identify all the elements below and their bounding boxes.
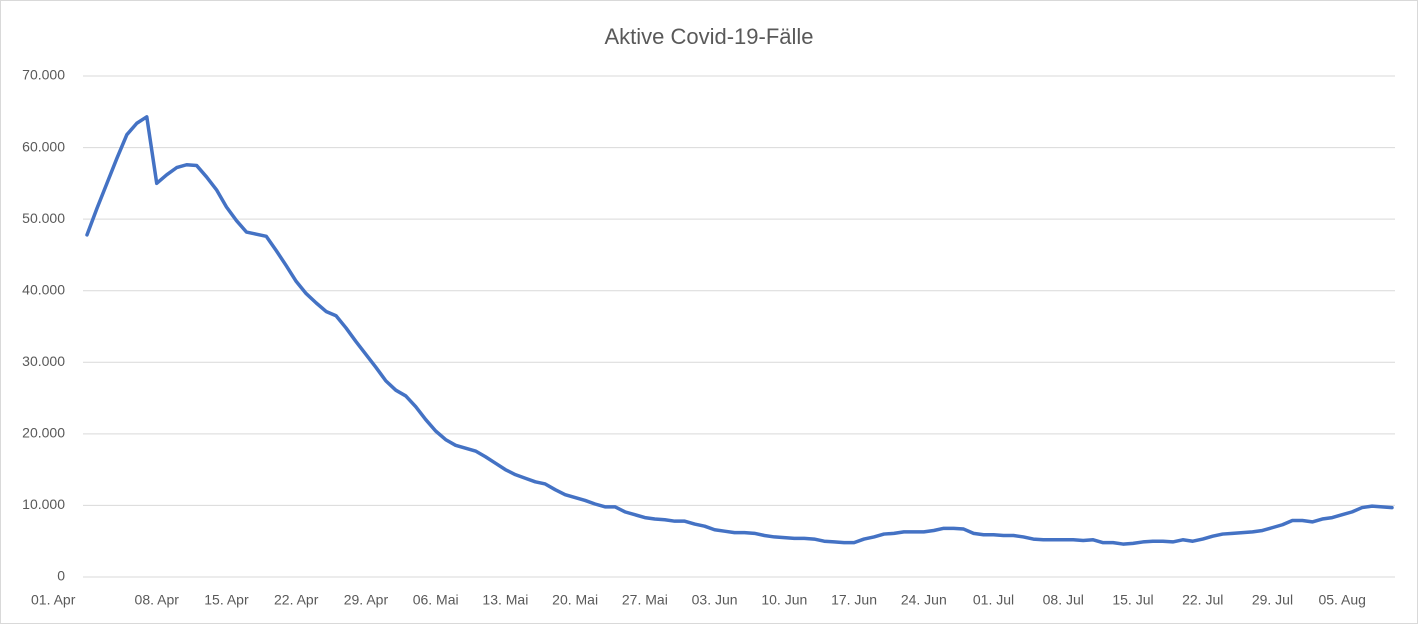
y-tick-label: 60.000 <box>22 138 65 154</box>
x-tick-label: 03. Jun <box>692 592 738 608</box>
chart-title: Aktive Covid-19-Fälle <box>604 24 813 49</box>
x-tick-label: 08. Apr <box>135 592 180 608</box>
x-tick-label: 24. Jun <box>901 592 947 608</box>
x-tick-label: 22. Apr <box>274 592 319 608</box>
y-tick-label: 40.000 <box>22 281 65 297</box>
y-tick-label: 30.000 <box>22 353 65 369</box>
x-tick-label: 01. Apr <box>31 592 76 608</box>
y-tick-label: 0 <box>57 568 65 584</box>
x-tick-label: 08. Jul <box>1043 592 1084 608</box>
x-tick-label: 27. Mai <box>622 592 668 608</box>
y-tick-label: 50.000 <box>22 210 65 226</box>
x-tick-label: 06. Mai <box>413 592 459 608</box>
x-tick-label: 15. Apr <box>204 592 249 608</box>
x-tick-label: 29. Apr <box>344 592 389 608</box>
x-tick-label: 20. Mai <box>552 592 598 608</box>
x-tick-label: 01. Jul <box>973 592 1014 608</box>
y-tick-label: 70.000 <box>22 67 65 83</box>
x-tick-label: 17. Jun <box>831 592 877 608</box>
y-tick-label: 20.000 <box>22 425 65 441</box>
x-tick-label: 10. Jun <box>761 592 807 608</box>
x-tick-label: 13. Mai <box>482 592 528 608</box>
x-tick-label: 05. Aug <box>1318 592 1366 608</box>
y-tick-label: 10.000 <box>22 496 65 512</box>
data-line <box>85 115 1394 546</box>
x-tick-label: 15. Jul <box>1112 592 1153 608</box>
x-tick-label: 29. Jul <box>1252 592 1293 608</box>
x-tick-label: 22. Jul <box>1182 592 1223 608</box>
